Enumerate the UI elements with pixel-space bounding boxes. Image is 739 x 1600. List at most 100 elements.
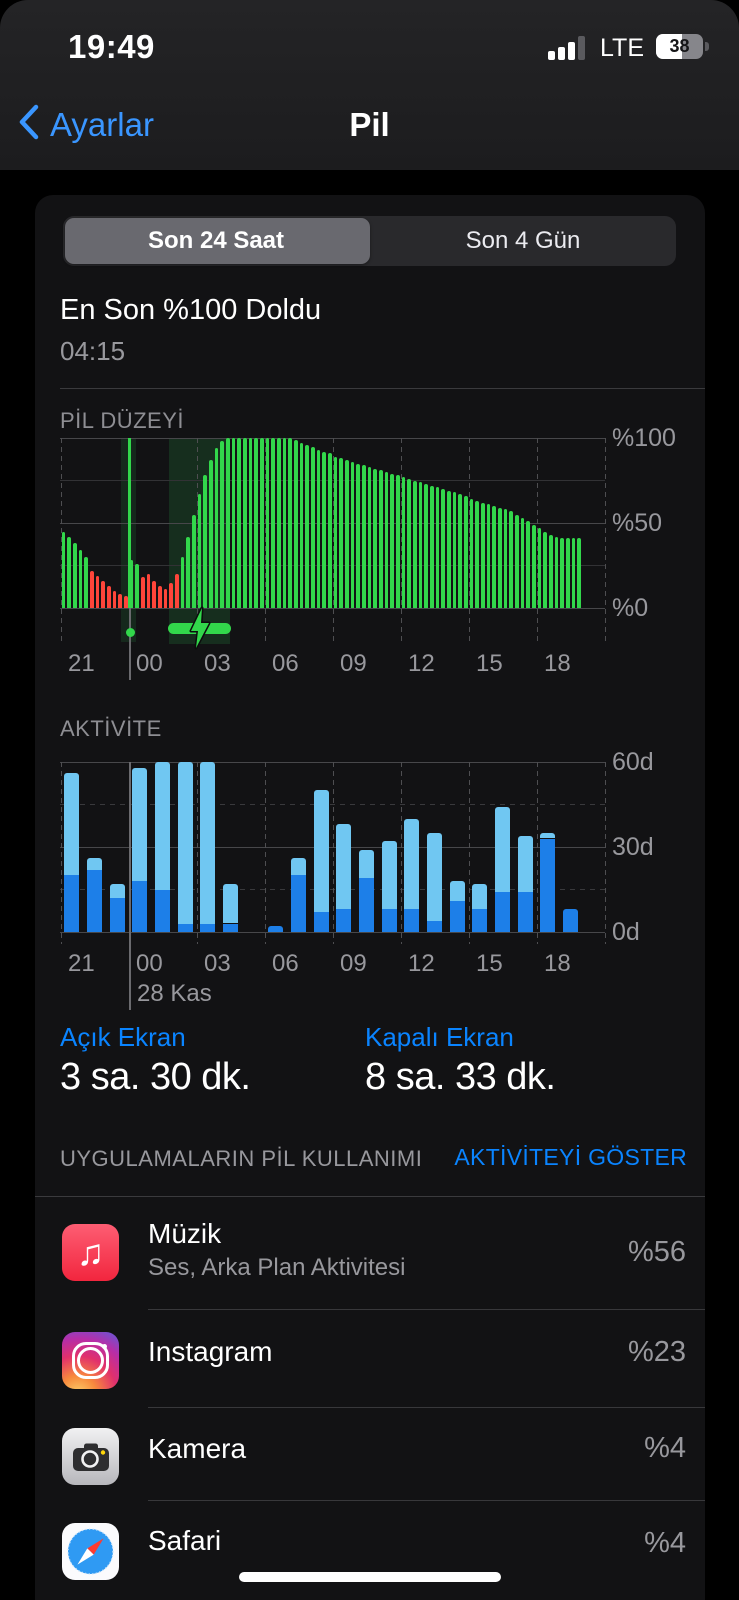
battery-level-bar	[430, 485, 434, 608]
page-title: Pil	[349, 106, 390, 143]
battery-level-bar	[577, 538, 582, 608]
tab-last-24-hours[interactable]: Son 24 Saat	[147, 227, 285, 254]
battery-level-bar	[537, 528, 542, 608]
gridline-vertical	[469, 438, 470, 644]
battery-level-bar	[237, 438, 242, 608]
activity-bar-screen-off	[404, 818, 420, 910]
battery-level-bar	[107, 585, 111, 608]
battery-level-bar	[435, 487, 440, 608]
battery-level-bar	[243, 438, 247, 608]
battery-level-bar	[566, 538, 570, 608]
activity-bar-screen-on	[540, 838, 556, 932]
battery-level-bar	[571, 538, 576, 608]
activity-bar-screen-on	[449, 900, 465, 932]
battery-level-bar	[475, 500, 480, 608]
activity-bar-screen-on	[404, 909, 420, 932]
battery-level-bar	[61, 531, 66, 608]
battery-level-bar	[543, 531, 548, 608]
app-usage-row[interactable]: Instagram %23	[35, 1318, 705, 1414]
battery-level-bar	[452, 492, 457, 608]
app-name: Safari	[148, 1525, 222, 1556]
music-app-icon: ♫	[62, 1224, 119, 1281]
battery-level-bar	[214, 448, 219, 608]
activity-bar-screen-off	[540, 832, 556, 839]
battery-level-bar	[333, 456, 338, 608]
battery-level-bar	[532, 524, 536, 608]
gridline-horizontal	[60, 522, 605, 524]
time-range-segmented-control[interactable]: Son 24 Saat Son 4 Gün	[63, 216, 676, 266]
battery-level-bar	[356, 463, 361, 608]
gridline-vertical	[605, 438, 606, 644]
activity-bar-screen-off	[313, 790, 329, 913]
camera-app-icon	[62, 1428, 119, 1485]
activity-bar-screen-off	[494, 807, 510, 893]
x-axis-tick-label: 00	[136, 950, 163, 977]
back-button[interactable]: Ayarlar	[18, 104, 154, 145]
battery-level-bar	[311, 446, 315, 608]
battery-level-bar	[401, 477, 406, 608]
battery-level-bar	[486, 504, 491, 608]
screen-off-value: 8 sa. 33 dk.	[365, 1056, 556, 1098]
app-battery-percent: %4	[644, 1432, 686, 1464]
battery-level-bar	[379, 470, 383, 608]
gridline-vertical	[537, 762, 538, 944]
battery-level-bar	[90, 570, 94, 608]
screen-on-label: Açık Ekran	[60, 1022, 186, 1052]
activity-bar-screen-off	[449, 881, 465, 901]
battery-level-bar	[84, 557, 89, 608]
x-axis-tick-label: 12	[408, 950, 435, 977]
status-time: 19:49	[68, 28, 155, 65]
battery-level-bar	[503, 509, 508, 608]
app-usage-row[interactable]: Kamera %4	[35, 1414, 705, 1510]
safari-app-icon	[62, 1523, 119, 1580]
gridline-vertical	[61, 762, 62, 944]
instagram-app-icon	[62, 1332, 119, 1389]
activity-bar-screen-off	[290, 858, 306, 876]
battery-level-bar	[464, 495, 468, 608]
segment-selected-background	[65, 218, 370, 264]
battery-level-bar	[367, 466, 372, 608]
battery-level-bar	[373, 468, 378, 608]
apps-list-top-divider	[35, 1196, 705, 1197]
battery-level-bar	[526, 521, 531, 608]
brief-charge-dot	[126, 628, 135, 637]
battery-level-bar	[112, 591, 117, 608]
battery-fill	[656, 34, 683, 59]
activity-bar-screen-on	[381, 909, 397, 932]
activity-chart: 21 00 03 06 09 12 15 18 60d 30d 0d 28 Kas	[60, 748, 739, 1022]
activity-bar-screen-on	[336, 909, 352, 932]
show-activity-link[interactable]: AKTİVİTEYİ GÖSTER	[454, 1144, 687, 1170]
battery-level-bar	[67, 536, 72, 608]
app-usage-row[interactable]: Safari %4	[35, 1509, 705, 1600]
gridline-vertical	[197, 762, 198, 944]
battery-level-bar	[498, 507, 502, 608]
x-axis-tick-label: 09	[340, 950, 367, 977]
x-axis-tick-label: 15	[476, 950, 503, 977]
gridline-vertical	[401, 438, 402, 644]
cellular-signal-icon	[548, 36, 590, 60]
battery-level-bar	[407, 478, 412, 608]
gridline-vertical	[333, 438, 334, 644]
battery-level-bar	[418, 482, 423, 608]
back-button-label: Ayarlar	[50, 105, 154, 143]
battery-level-bar	[209, 460, 213, 608]
home-indicator[interactable]	[239, 1572, 501, 1582]
app-usage-row[interactable]: ♫ Müzik Ses, Arka Plan Aktivitesi %56	[35, 1210, 705, 1306]
x-axis-tick-label: 18	[544, 950, 571, 977]
app-battery-percent: %56	[627, 1236, 686, 1268]
chevron-left-icon	[18, 104, 40, 145]
battery-level-bar	[197, 494, 202, 608]
gridline-vertical	[265, 438, 266, 644]
music-note-icon: ♫	[62, 1224, 119, 1281]
battery-level-bar	[282, 438, 287, 608]
battery-level-bar	[447, 490, 451, 608]
activity-bar-screen-on	[132, 881, 148, 932]
x-axis-tick-label: 06	[272, 650, 299, 677]
activity-bar-screen-off	[154, 762, 170, 890]
x-axis-tick-label: 21	[68, 650, 95, 677]
tab-last-4-days[interactable]: Son 4 Gün	[465, 227, 581, 254]
battery-level-bar	[169, 582, 174, 608]
battery-status-icon: 38	[656, 34, 703, 59]
app-battery-percent: %23	[627, 1336, 686, 1368]
